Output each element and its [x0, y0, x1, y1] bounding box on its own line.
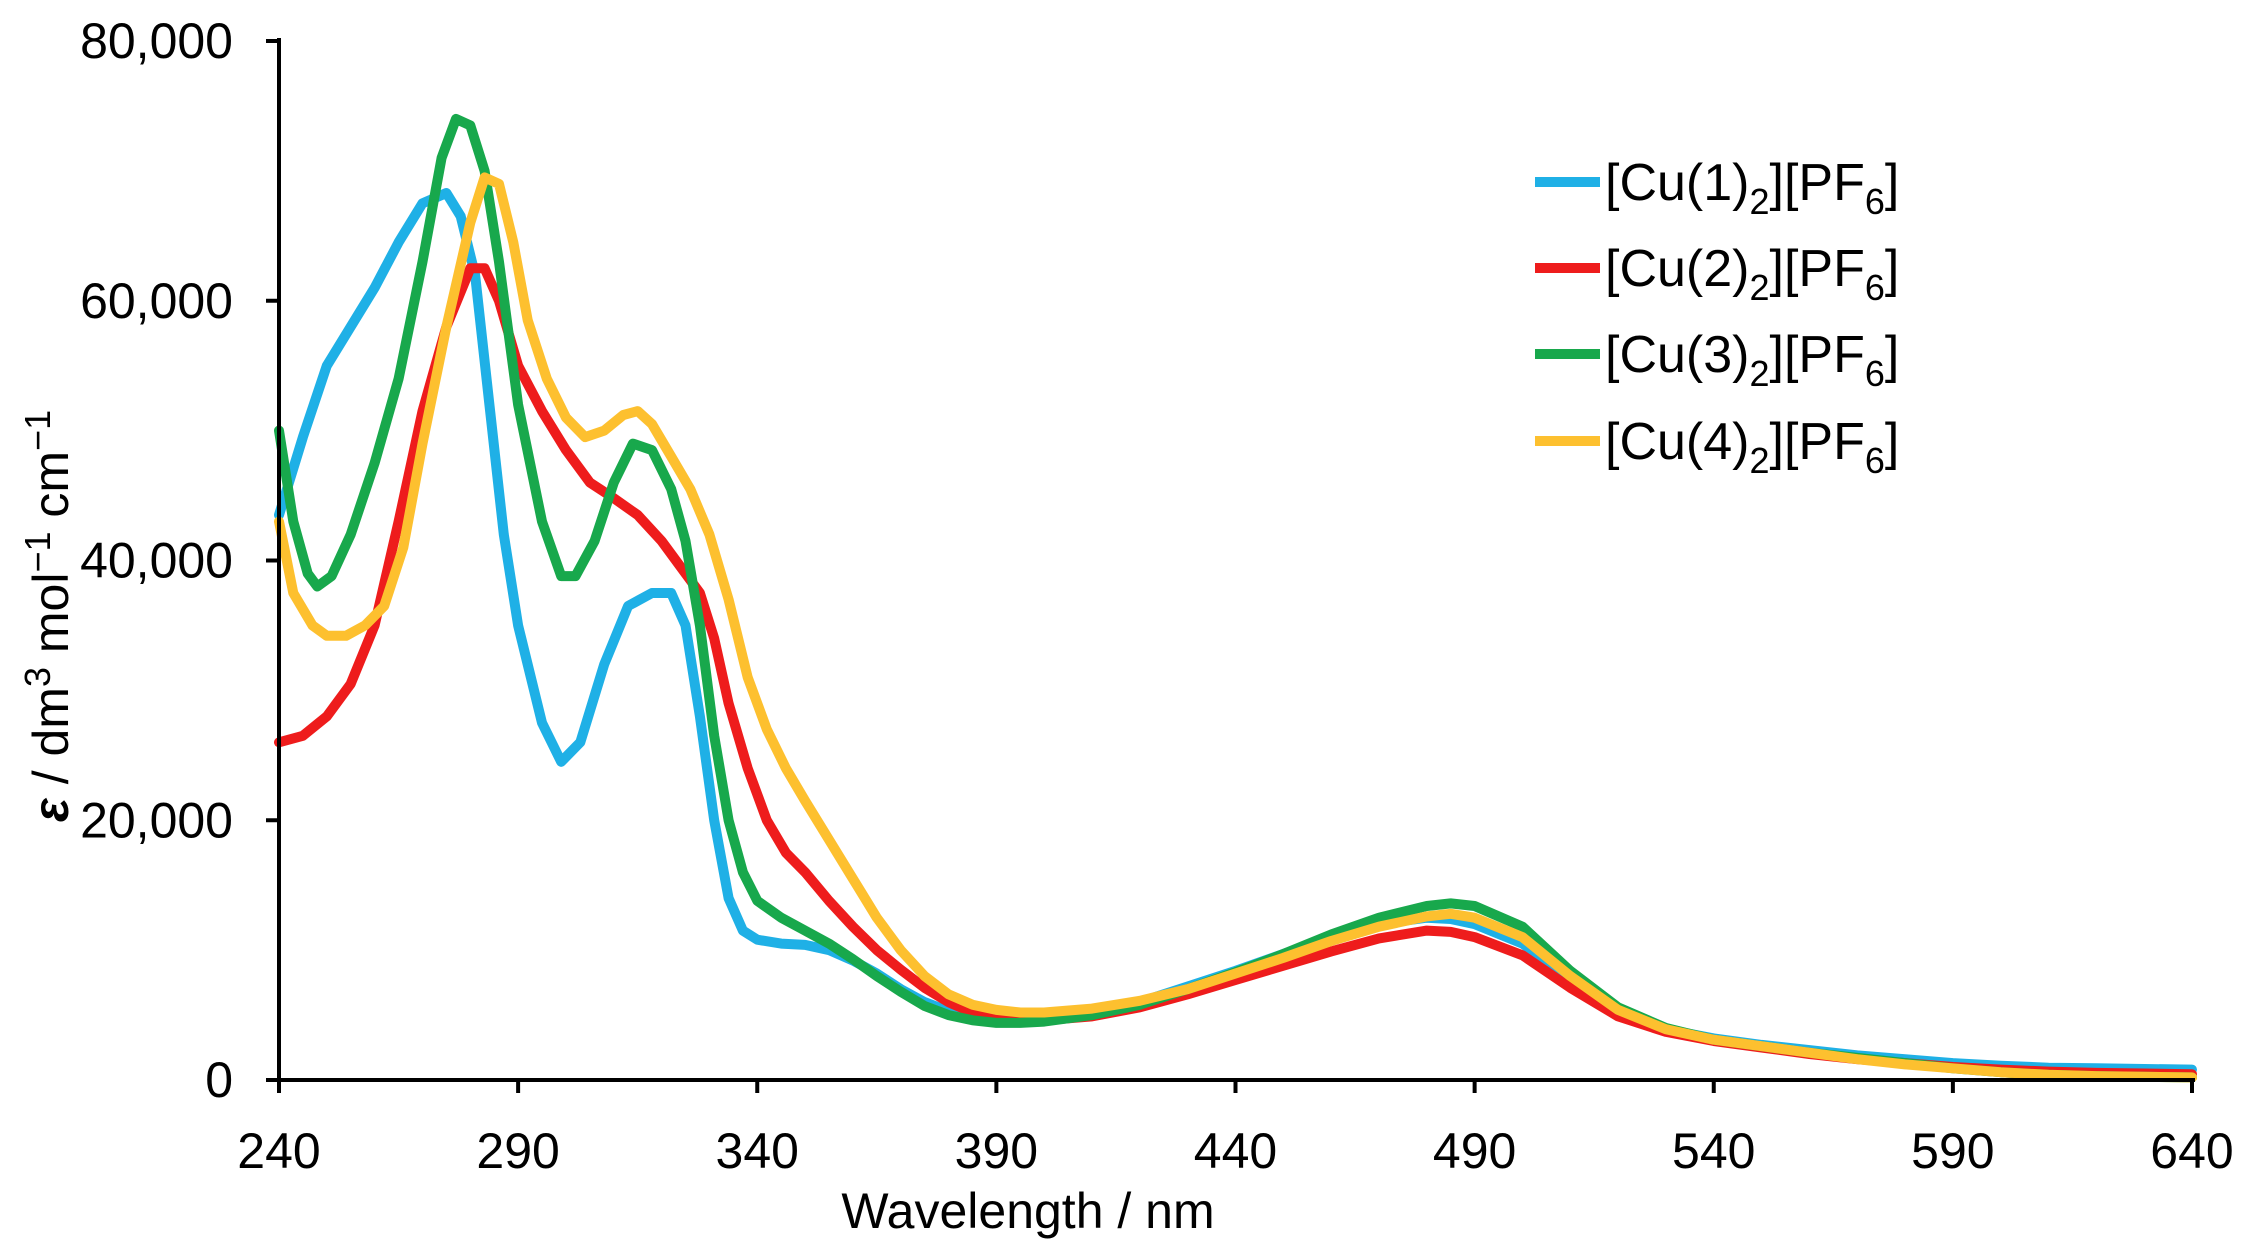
- y-axis-title-part: / dm: [23, 687, 79, 798]
- y-axis-ticks: 0 20,000 40,000 60,000 80,000: [80, 13, 279, 1108]
- legend-label: [Cu(1)2][PF6]: [1605, 154, 1899, 222]
- series-line: [274, 172, 2197, 1083]
- legend-item: [Cu(3)2][PF6]: [1535, 326, 1899, 394]
- y-tick-label: 40,000: [80, 533, 233, 589]
- x-tick-label: 640: [2150, 1123, 2233, 1179]
- legend-item: [Cu(4)2][PF6]: [1535, 413, 1899, 481]
- y-tick-label: 60,000: [80, 273, 233, 329]
- x-tick-label: 440: [1194, 1123, 1277, 1179]
- legend-label: [Cu(3)2][PF6]: [1605, 326, 1899, 394]
- x-axis-title: Wavelength / nm: [841, 1183, 1214, 1239]
- y-axis-title-sup: 3: [17, 667, 58, 687]
- y-tick-label: 20,000: [80, 792, 233, 848]
- x-tick-label: 240: [237, 1123, 320, 1179]
- x-tick-label: 290: [476, 1123, 559, 1179]
- x-tick-label: 490: [1433, 1123, 1516, 1179]
- x-tick-label: 340: [716, 1123, 799, 1179]
- x-tick-label: 590: [1911, 1123, 1994, 1179]
- plot-area: [274, 113, 2197, 1083]
- x-axis-ticks: 240 290 340 390 440 490 540 590 640: [237, 1080, 2234, 1179]
- legend-item: [Cu(1)2][PF6]: [1535, 154, 1899, 222]
- y-axis-title-part: cm: [23, 451, 79, 532]
- series-line: [274, 188, 2197, 1075]
- legend: [Cu(1)2][PF6] [Cu(2)2][PF6] [Cu(3)2][PF6…: [1535, 154, 1899, 481]
- x-tick-label: 390: [955, 1123, 1038, 1179]
- y-axis-title-epsilon: ε: [23, 797, 79, 822]
- axes: [277, 38, 2195, 1082]
- series-line: [274, 113, 2197, 1083]
- y-axis-title-part: mol: [23, 573, 79, 667]
- legend-label: [Cu(2)2][PF6]: [1605, 240, 1899, 308]
- x-tick-label: 540: [1672, 1123, 1755, 1179]
- legend-label: [Cu(4)2][PF6]: [1605, 413, 1899, 481]
- y-axis-title-sup: −1: [17, 531, 58, 572]
- y-axis-title: ε / dm3 mol−1 cm−1: [17, 410, 79, 822]
- legend-item: [Cu(2)2][PF6]: [1535, 240, 1899, 308]
- series-line: [274, 263, 2197, 1080]
- y-tick-label: 0: [205, 1052, 233, 1108]
- y-axis-title-sup: −1: [17, 410, 58, 451]
- y-tick-label: 80,000: [80, 13, 233, 69]
